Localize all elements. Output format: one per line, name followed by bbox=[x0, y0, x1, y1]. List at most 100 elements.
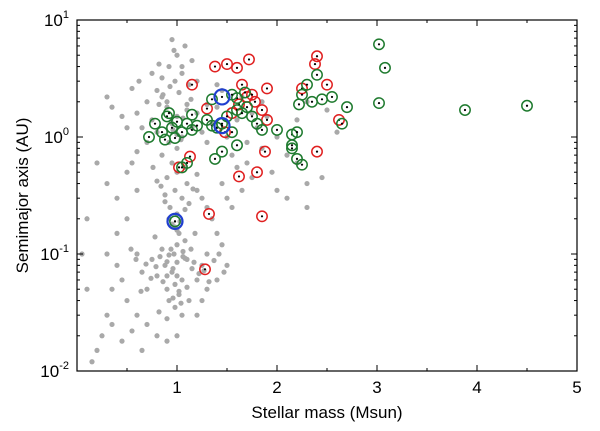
circle-center-dot bbox=[313, 62, 317, 66]
gray-data-point bbox=[164, 99, 170, 105]
blue-circle-point bbox=[213, 117, 231, 135]
circle-center-dot bbox=[260, 108, 264, 112]
gray-data-point bbox=[164, 259, 170, 265]
gray-data-point bbox=[124, 297, 130, 304]
circle-center-dot bbox=[243, 91, 247, 94]
gray-data-point bbox=[144, 99, 150, 105]
red-circle-point bbox=[311, 145, 323, 158]
green-circle-point bbox=[373, 97, 385, 110]
gray-data-point bbox=[160, 92, 166, 98]
circle-center-dot bbox=[315, 73, 319, 76]
circle-center-dot bbox=[250, 93, 254, 96]
gray-data-point bbox=[184, 101, 190, 107]
circle-center-dot bbox=[315, 55, 319, 58]
red-circle-point bbox=[199, 263, 211, 276]
gray-data-point bbox=[194, 277, 200, 283]
circle-center-dot bbox=[330, 95, 334, 99]
gray-data-point bbox=[179, 70, 185, 76]
gray-data-point bbox=[139, 347, 145, 353]
gray-data-point bbox=[186, 297, 192, 304]
gray-data-point bbox=[194, 171, 200, 177]
circle-center-dot bbox=[210, 98, 214, 101]
green-circle-point bbox=[521, 99, 533, 112]
green-circle-point bbox=[241, 101, 253, 114]
x-tick-label: 2 bbox=[272, 378, 281, 397]
gray-data-point bbox=[176, 89, 182, 96]
gray-data-point bbox=[104, 251, 110, 257]
gray-data-point bbox=[134, 149, 140, 155]
gray-data-point bbox=[148, 275, 154, 281]
gray-data-point bbox=[199, 129, 205, 135]
circle-center-dot bbox=[247, 58, 251, 61]
circle-center-dot bbox=[297, 103, 301, 106]
gray-data-point bbox=[214, 104, 220, 110]
green-circle-point bbox=[296, 158, 308, 171]
green-circle-point bbox=[231, 139, 243, 152]
circle-center-dot bbox=[290, 144, 294, 147]
gray-data-point bbox=[284, 152, 290, 158]
circle-center-dot bbox=[213, 65, 217, 68]
circle-center-dot bbox=[177, 166, 181, 169]
circle-center-dot bbox=[525, 104, 529, 107]
circle-center-dot bbox=[160, 131, 164, 134]
circle-center-dot bbox=[275, 128, 279, 131]
red-circle-point bbox=[333, 113, 345, 126]
gray-data-point bbox=[214, 82, 220, 88]
circle-center-dot bbox=[240, 112, 244, 115]
gray-data-point bbox=[179, 195, 185, 201]
red-circles-series bbox=[173, 50, 345, 276]
circle-center-dot bbox=[213, 157, 217, 160]
red-circle-point bbox=[236, 78, 248, 91]
green-circle-point bbox=[169, 132, 181, 144]
gray-data-point bbox=[99, 333, 105, 339]
green-circle-point bbox=[311, 68, 323, 81]
gray-data-point bbox=[156, 101, 162, 107]
gray-data-point bbox=[129, 160, 135, 166]
green-circle-point bbox=[209, 152, 221, 165]
circle-center-dot bbox=[167, 112, 171, 115]
gray-data-point bbox=[164, 286, 170, 292]
axis-ticks: 1 2 3 4 5 10-2 10-1 100 101 bbox=[40, 9, 581, 397]
circle-center-dot bbox=[255, 171, 259, 174]
circle-center-dot bbox=[263, 150, 267, 153]
x-axis-label: Stellar mass (Msun) bbox=[251, 403, 402, 422]
circle-center-dot bbox=[340, 122, 344, 125]
gray-data-point bbox=[154, 333, 160, 339]
gray-data-point bbox=[304, 204, 310, 211]
gray-data-point bbox=[174, 52, 180, 58]
gray-data-point bbox=[164, 273, 170, 279]
gray-data-point bbox=[172, 281, 178, 287]
gray-data-point bbox=[176, 288, 182, 294]
circle-center-dot bbox=[315, 150, 319, 153]
gray-data-point bbox=[324, 107, 330, 113]
gray-data-point bbox=[172, 304, 178, 310]
gray-data-point bbox=[189, 57, 195, 64]
gray-data-point bbox=[134, 110, 140, 116]
gray-data-point bbox=[224, 262, 230, 268]
gray-data-point bbox=[119, 277, 125, 283]
gray-data-point bbox=[166, 63, 172, 70]
red-circle-point bbox=[261, 113, 273, 126]
gray-data-point bbox=[157, 254, 163, 260]
red-circle-point bbox=[186, 78, 198, 91]
gray-data-point bbox=[180, 248, 186, 255]
gray-data-point bbox=[136, 78, 142, 84]
gray-data-point bbox=[133, 256, 139, 262]
gray-data-point bbox=[162, 199, 168, 205]
gray-data-point bbox=[186, 200, 192, 207]
gray-data-point bbox=[174, 242, 180, 248]
gray-data-point bbox=[144, 286, 150, 292]
circle-center-dot bbox=[220, 150, 224, 153]
circle-center-dot bbox=[235, 144, 239, 147]
green-circle-point bbox=[271, 123, 283, 136]
circle-center-dot bbox=[188, 155, 192, 158]
circle-center-dot bbox=[377, 43, 381, 46]
gray-data-point bbox=[179, 277, 185, 283]
x-tick-label: 1 bbox=[172, 378, 181, 397]
circle-center-dot bbox=[265, 118, 269, 122]
red-circle-point bbox=[221, 58, 233, 71]
gray-data-point bbox=[219, 180, 225, 187]
gray-data-point bbox=[159, 75, 165, 81]
green-circle-point bbox=[186, 108, 198, 121]
gray-data-point bbox=[194, 78, 200, 84]
